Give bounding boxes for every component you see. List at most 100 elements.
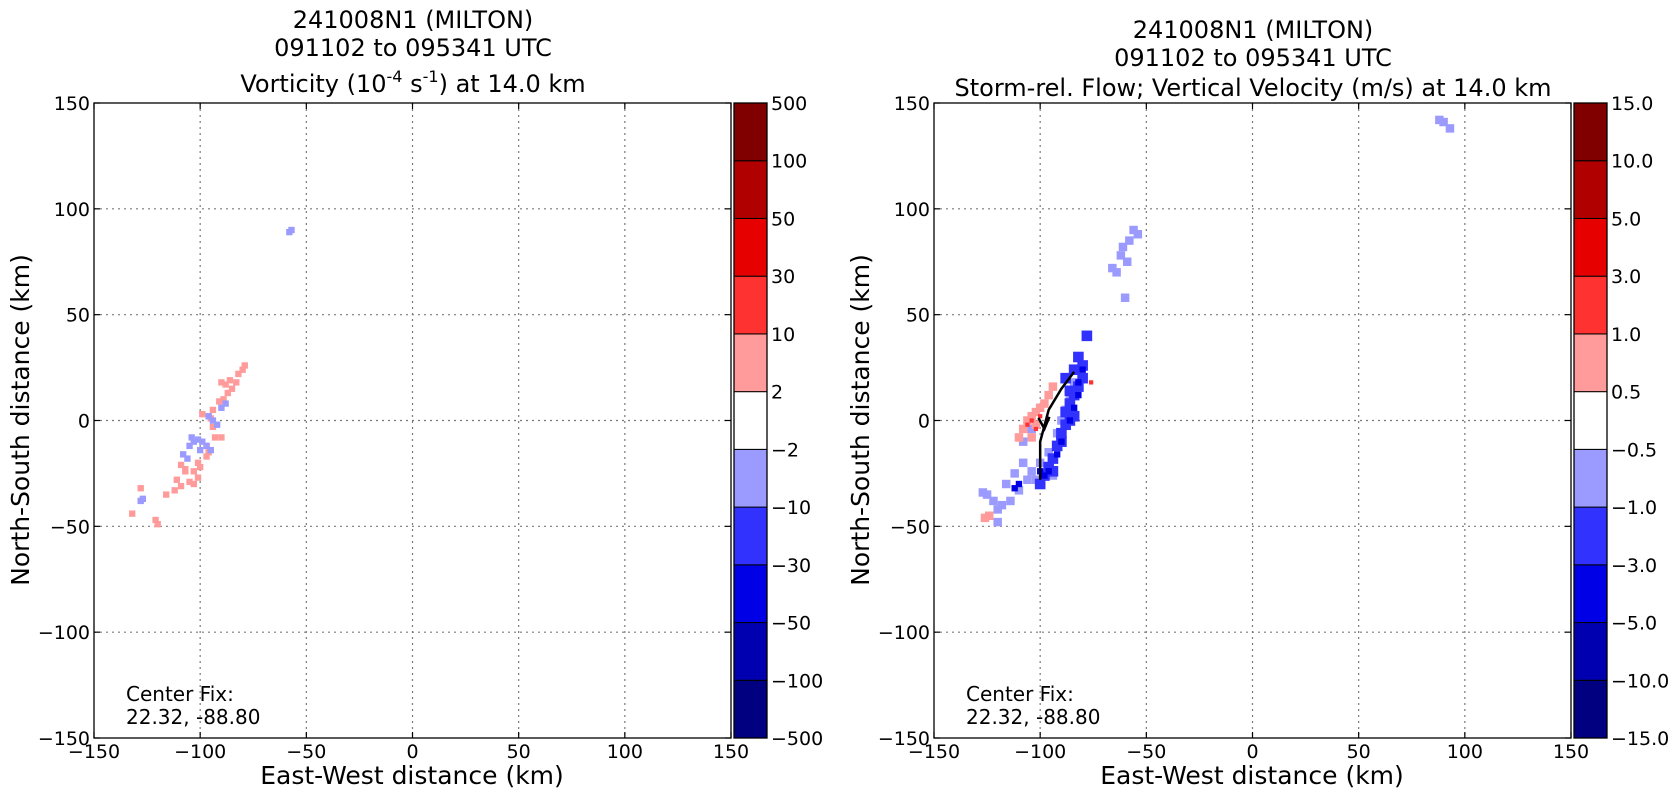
y-tick-label: −100 [878,622,930,644]
data-cell [209,417,217,424]
flow-streamline [1038,371,1076,480]
colorbar-segment [733,275,768,335]
chart-title-line-1: 241008N1 (MILTON) [1133,16,1374,44]
data-layer [129,226,295,528]
colorbar-tick-label: −3.0 [1611,555,1657,577]
data-cell [199,438,206,445]
x-tick-label: −100 [174,741,226,763]
chart-title-line-3: Storm-rel. Flow; Vertical Velocity (m/s)… [955,74,1552,102]
colorbar-segment [1573,333,1608,393]
colorbar-segment [1573,622,1608,681]
colorbar-tick-label: 10 [771,324,795,346]
data-cell [226,377,234,384]
colorbar-tick-label: −0.5 [1611,439,1657,461]
colorbar-segment [733,679,768,739]
x-tick-label: 150 [1553,741,1589,763]
vorticity-panel: 241008N1 (MILTON) 091102 to 095341 UTC V… [6,6,823,790]
data-cell [1027,467,1036,476]
chart-title-line-1: 241008N1 (MILTON) [293,6,534,34]
colorbar-segment [733,506,768,566]
data-cell [177,461,185,469]
colorbar-tick-label: −10.0 [1611,670,1669,692]
data-cell [1079,366,1086,373]
data-cell [1122,257,1132,266]
x-tick-label: 0 [406,741,418,763]
data-cell [182,466,189,473]
data-cell [235,370,242,378]
data-cell [188,434,195,441]
data-cell [1066,417,1074,424]
y-tick-label: −150 [38,728,90,750]
data-cell [1056,427,1067,439]
x-tick-label: 0 [1246,741,1258,763]
colorbar-segment [733,160,768,219]
data-cell [1040,399,1049,408]
x-axis-label: East-West distance (km) [260,761,564,790]
x-tick-label: 50 [1347,741,1371,763]
colorbar-tick-label: 2 [771,382,783,404]
data-cell [1011,485,1018,492]
data-cell [209,423,217,431]
title-var-sup2: -1 [423,67,439,86]
colorbar: −15.0 −10.0 −5.0 −3.0 −1.0 −0.5 0.5 1.0 3.0 5.0 10… [1573,93,1669,750]
colorbar-segment [1573,564,1608,624]
colorbar-tick-label: −2 [771,439,799,461]
data-cell [196,446,204,454]
data-cell [196,463,204,471]
colorbar-segment [1573,506,1608,566]
vertical-velocity-panel: 241008N1 (MILTON) 091102 to 095341 UTC S… [846,16,1669,790]
y-tick-label: 150 [54,93,90,115]
data-cell [194,459,202,467]
y-tick-label: −150 [878,728,930,750]
data-cell [1045,468,1052,475]
data-cell [1073,381,1084,392]
x-tick-label: 100 [607,741,643,763]
data-cell [222,400,229,407]
data-cell [173,476,180,483]
data-cell [1070,404,1078,411]
colorbar-segment [1573,275,1608,335]
data-cell [186,478,193,486]
x-tick-label: 100 [1447,741,1483,763]
colorbar-tick-label: 10.0 [1611,151,1653,173]
data-cell [1029,418,1034,423]
y-tick-label: −50 [890,516,930,538]
colorbar-tick-label: 15.0 [1611,93,1653,115]
y-tick-label: 100 [54,199,90,221]
colorbar-tick-label: 3.0 [1611,266,1641,288]
data-cell [1112,268,1121,277]
y-axis-label: North-South distance (km) [846,254,875,586]
data-cell [1031,420,1041,429]
data-cell [177,482,185,490]
data-cell [1027,433,1036,442]
data-cell [194,474,202,481]
data-cell [1439,117,1448,127]
data-cell [1047,466,1059,477]
data-cell [205,413,212,420]
colorbar-tick-label: −15.0 [1611,728,1669,750]
data-cell [1064,398,1076,409]
data-cell [241,362,248,369]
data-cell [218,404,225,411]
data-cell [190,468,197,475]
data-cell [171,487,178,494]
data-cell [199,410,206,418]
data-cell [1120,293,1130,302]
grid-lines [934,103,1571,738]
data-cell [1118,242,1128,252]
colorbar-frame [733,102,768,739]
data-cell [1116,251,1126,260]
colorbar-tick-label: −1.0 [1611,497,1657,519]
x-tick-label: −100 [1014,741,1066,763]
data-cell [152,516,159,524]
title-var-sup1: -4 [387,67,403,86]
data-cell [1058,438,1065,445]
data-cell [203,442,210,450]
grid-lines [94,103,731,738]
data-cell [1010,469,1019,478]
data-cell [209,406,217,414]
data-cell [1025,422,1030,427]
x-tick-label: −50 [286,741,326,763]
data-cell [211,434,219,441]
